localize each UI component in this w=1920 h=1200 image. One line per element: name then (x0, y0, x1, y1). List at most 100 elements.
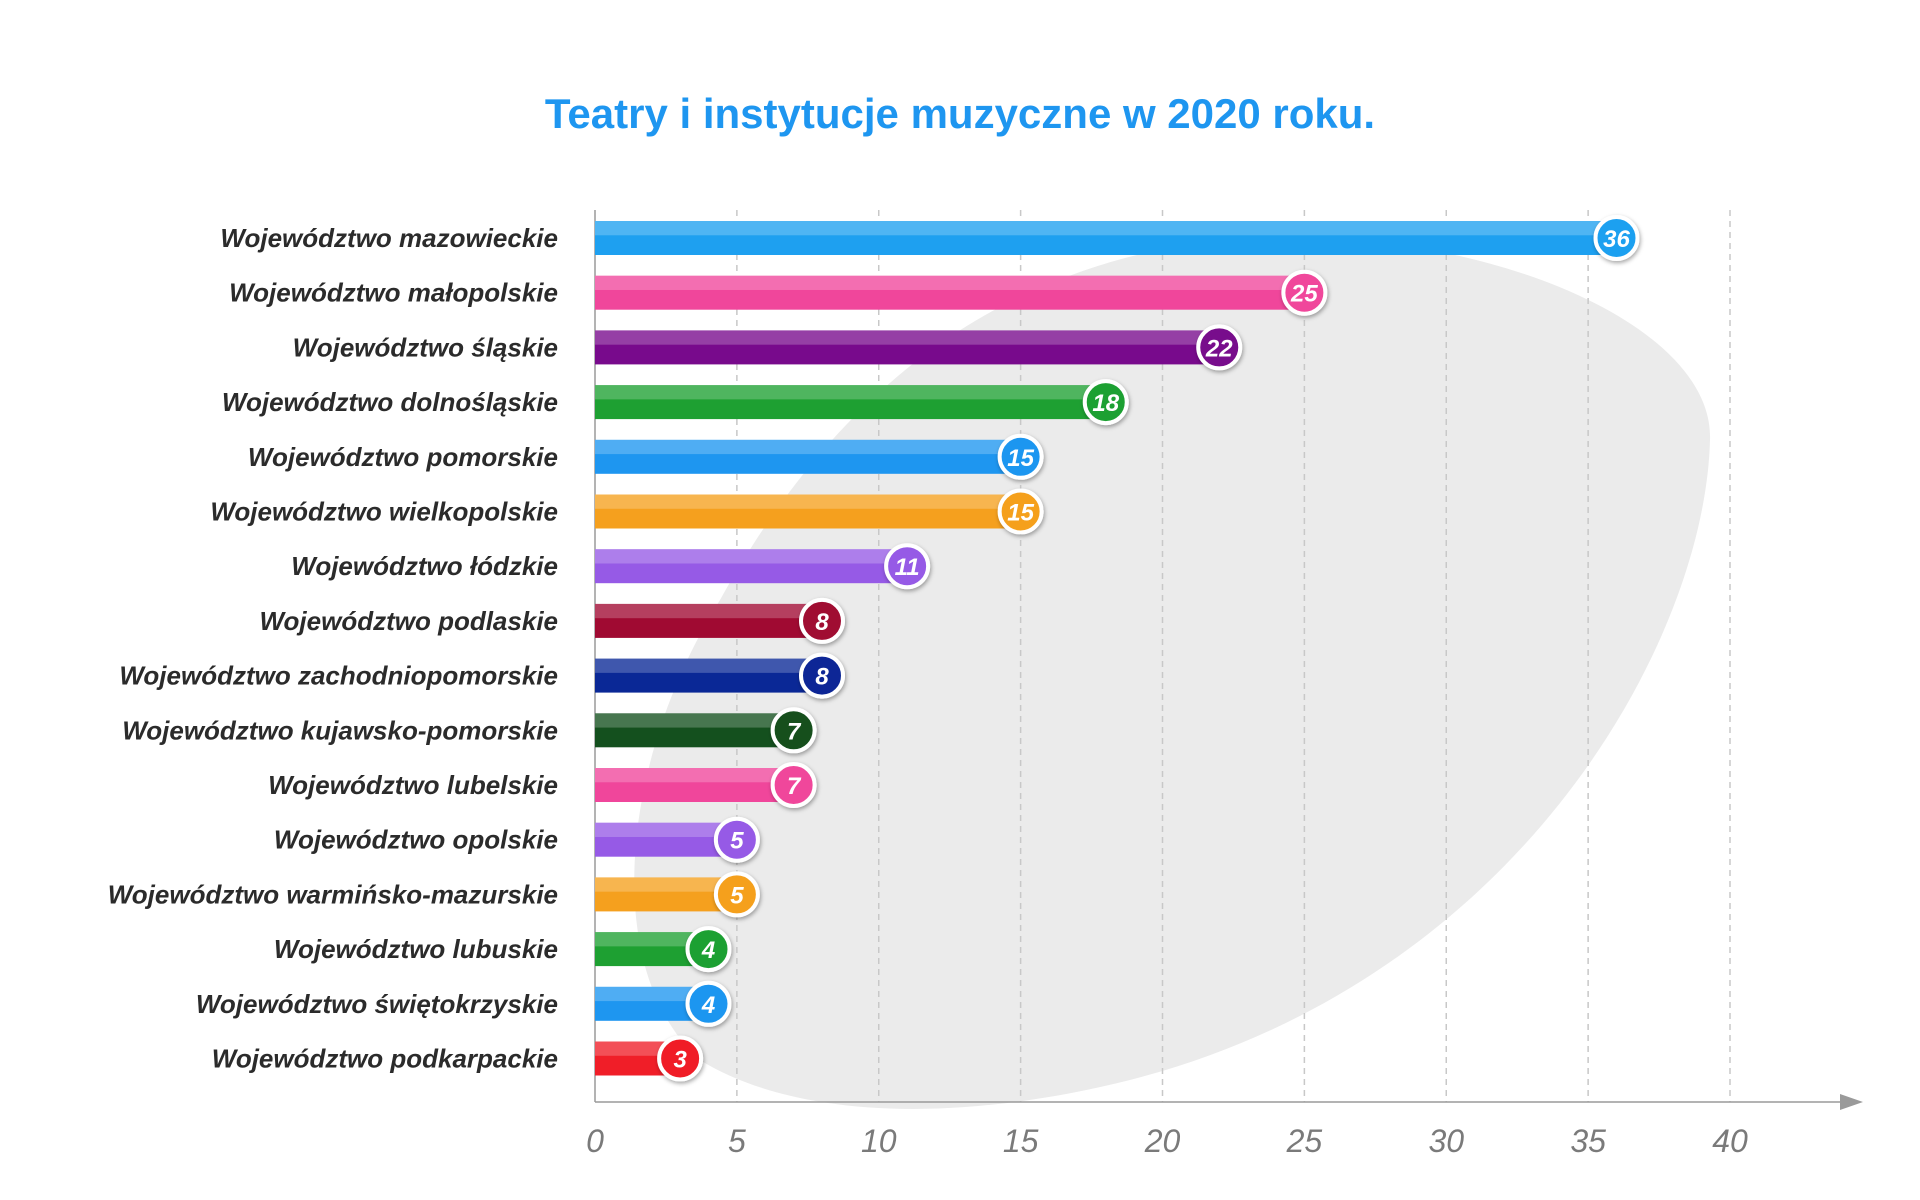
x-axis: 0 5 10 15 20 25 30 35 40 (586, 210, 1863, 1159)
value-label: 4 (701, 937, 715, 964)
category-label: Województwo łódzkie (291, 551, 558, 581)
bar-rect (595, 221, 1617, 255)
category-label: Województwo warmińsko-mazurskie (108, 879, 558, 909)
category-label: Województwo śląskie (293, 332, 558, 362)
value-label: 18 (1092, 390, 1119, 417)
category-label: Województwo świętokrzyskie (196, 989, 558, 1019)
bar-highlight (595, 768, 794, 783)
bar: 18 (595, 379, 1129, 426)
bar: 15 (595, 488, 1044, 535)
x-tick-label: 0 (586, 1123, 604, 1159)
bar: 5 (595, 816, 760, 863)
category-label: Województwo lubelskie (268, 770, 558, 800)
bar: 8 (595, 597, 845, 644)
value-label: 11 (895, 554, 920, 581)
value-label: 5 (730, 828, 744, 855)
bar-rect (595, 713, 794, 748)
value-label: 5 (730, 882, 744, 909)
value-label: 7 (787, 773, 802, 800)
bar-rect (595, 385, 1106, 420)
bar-rect (595, 768, 794, 802)
bar-highlight (595, 877, 737, 892)
category-label: Województwo opolskie (274, 825, 558, 855)
bar-rect (595, 494, 1021, 529)
bar: 7 (595, 707, 817, 754)
category-label: Województwo wielkopolskie (210, 497, 558, 527)
bar: 25 (595, 269, 1328, 316)
value-label: 8 (815, 664, 829, 691)
bar: 4 (595, 980, 732, 1027)
category-label: Województwo podlaskie (259, 606, 558, 636)
value-badge (1593, 215, 1640, 261)
bar-rect (595, 439, 1021, 474)
bar-highlight (595, 932, 709, 947)
category-label: Województwo małopolskie (229, 278, 558, 308)
bar: 4 (595, 926, 732, 973)
category-labels: Województwo mazowieckie Województwo małop… (108, 223, 558, 1074)
bar-rect (595, 549, 908, 584)
value-badge (997, 433, 1044, 480)
value-label: 15 (1007, 500, 1034, 527)
value-badge (713, 816, 760, 863)
bar-highlight (595, 330, 1220, 345)
value-label: 7 (787, 718, 802, 745)
bar-highlight (595, 658, 822, 673)
x-tick-label: 15 (1003, 1123, 1039, 1159)
bar: 15 (595, 433, 1044, 480)
bar-rect (595, 877, 737, 912)
bar: 11 (595, 543, 931, 590)
value-badge (770, 707, 817, 754)
category-label: Województwo dolnośląskie (222, 387, 558, 417)
category-label: Województwo mazowieckie (220, 223, 558, 253)
x-tick-label: 10 (861, 1123, 897, 1159)
value-badge (799, 597, 845, 644)
value-label: 25 (1290, 281, 1318, 308)
bar: 3 (595, 1035, 704, 1082)
value-badge (685, 980, 732, 1027)
category-label: Województwo pomorskie (248, 442, 558, 472)
bar: 7 (595, 762, 817, 808)
value-badge (799, 652, 845, 699)
bar: 36 (595, 215, 1640, 261)
x-tick-label: 20 (1144, 1123, 1181, 1159)
bar-highlight (595, 603, 822, 619)
value-badge (1196, 324, 1243, 371)
value-label: 36 (1603, 226, 1630, 253)
bar-highlight (595, 713, 794, 728)
category-label: Województwo podkarpackie (212, 1044, 558, 1074)
bar-highlight (595, 822, 737, 837)
category-label: Województwo kujawsko-pomorskie (122, 715, 558, 745)
category-label: Województwo zachodniopomorskie (119, 661, 558, 691)
value-label: 4 (701, 992, 715, 1019)
bar-rect (595, 275, 1305, 310)
value-badge (997, 488, 1044, 535)
value-badge (1281, 269, 1328, 316)
bar-highlight (595, 275, 1305, 290)
value-label: 15 (1007, 445, 1034, 472)
x-tick-label: 5 (728, 1123, 746, 1159)
bar-highlight (595, 439, 1021, 455)
x-axis-arrow (1840, 1094, 1863, 1110)
value-badge (657, 1035, 704, 1082)
bar: 8 (595, 652, 845, 699)
bar-highlight (595, 549, 908, 564)
x-tick-label: 35 (1570, 1123, 1606, 1159)
bar-rect (595, 822, 737, 857)
x-tick-label: 25 (1286, 1123, 1323, 1159)
bar-highlight (595, 494, 1021, 509)
value-label: 3 (673, 1047, 687, 1074)
bar-rect (595, 330, 1220, 365)
bar-rect (595, 658, 822, 693)
bar: 5 (595, 871, 760, 918)
value-badge (713, 871, 760, 918)
value-label: 8 (815, 609, 829, 636)
category-label: Województwo lubuskie (274, 934, 558, 964)
bar: 22 (595, 324, 1243, 371)
bar-highlight (595, 221, 1617, 236)
value-badge (1082, 379, 1129, 426)
value-label: 22 (1205, 335, 1233, 362)
bar-highlight (595, 986, 709, 1002)
